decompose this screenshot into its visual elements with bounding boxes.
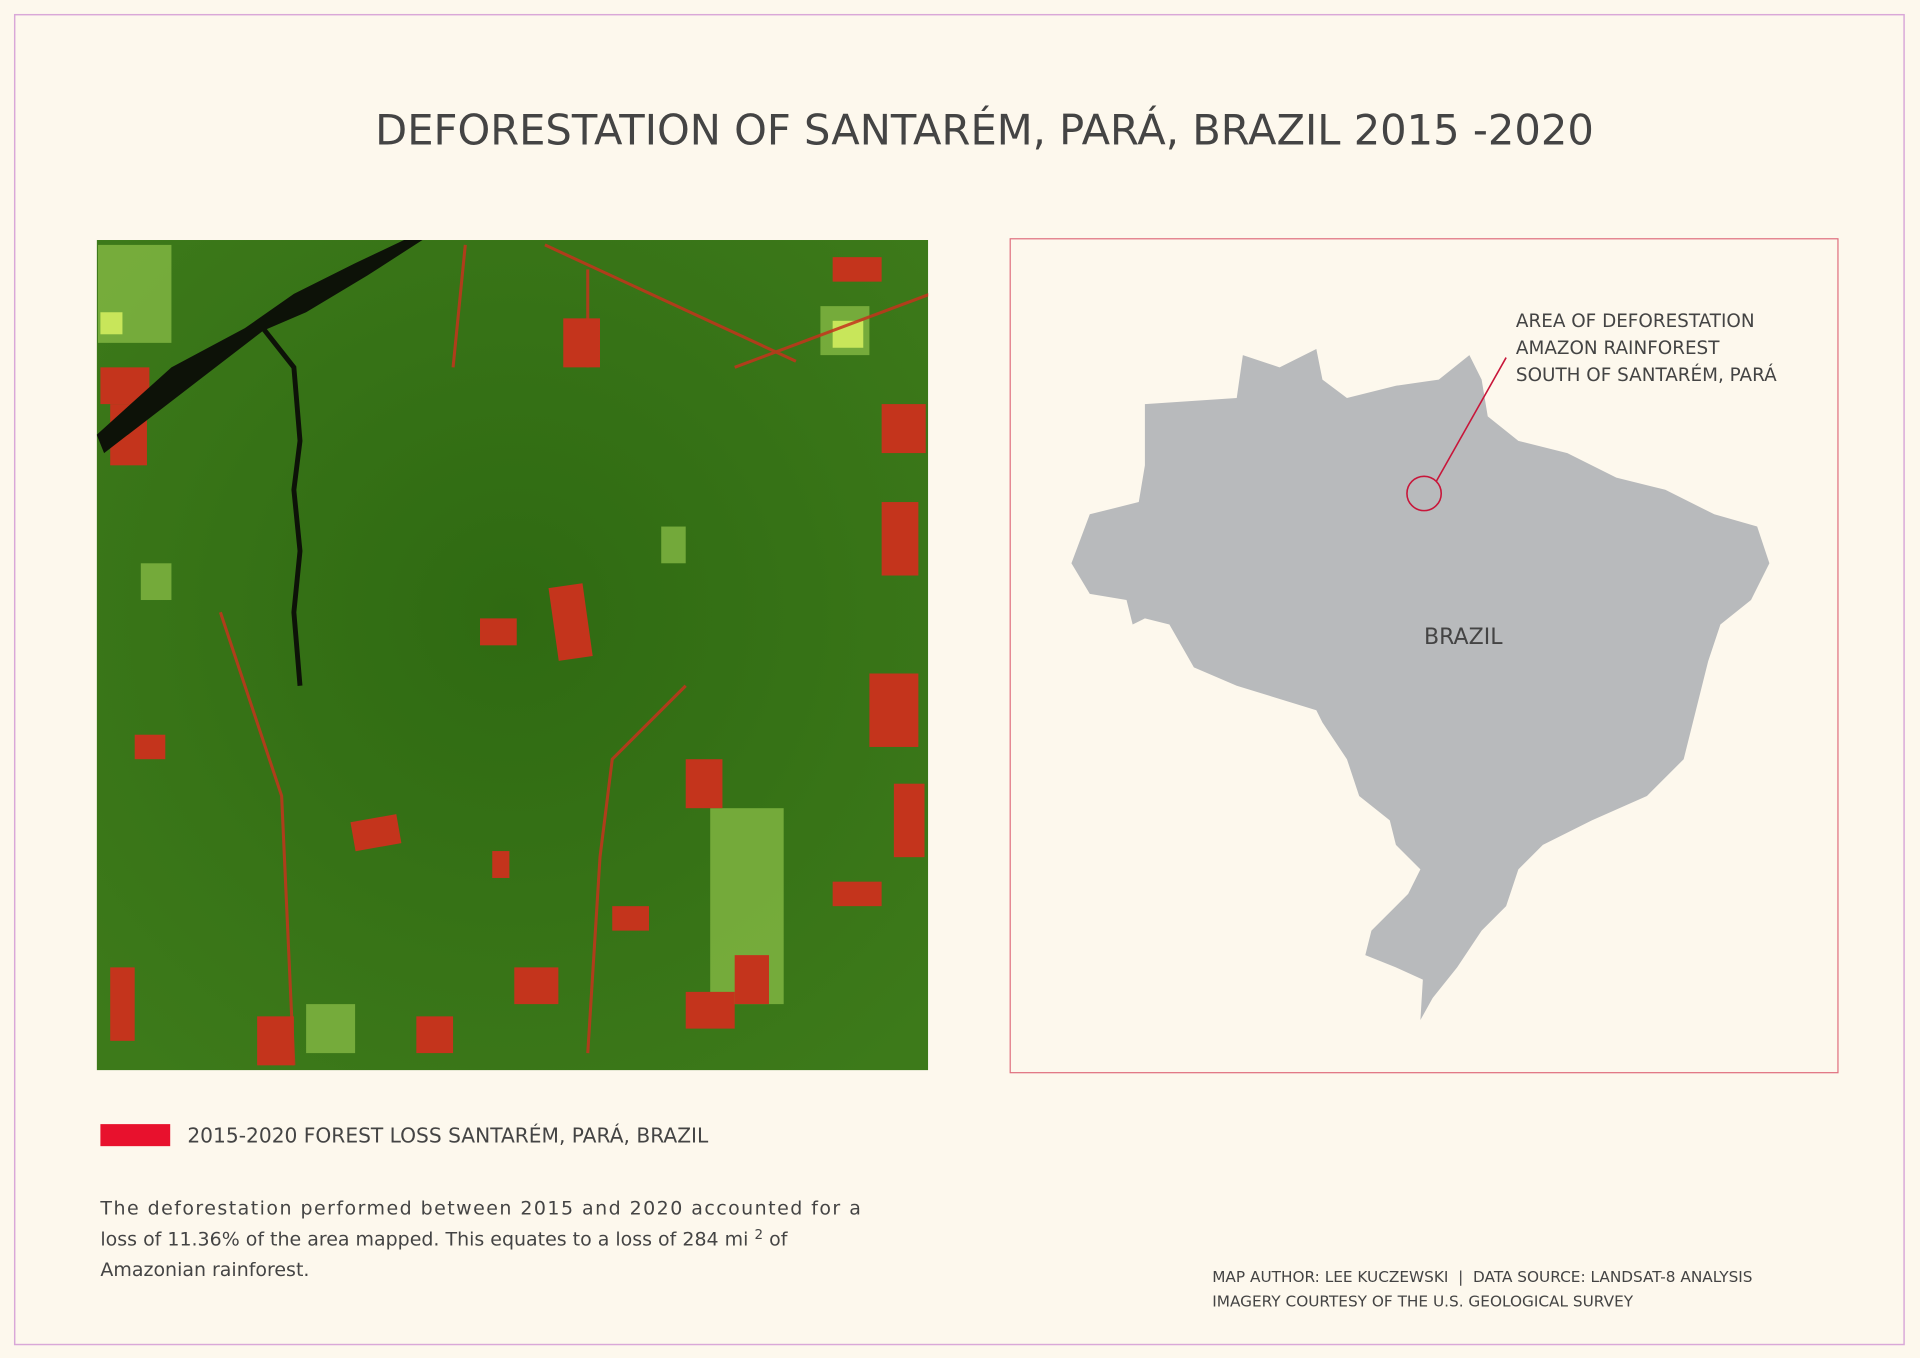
credits: IMAGERY COURTESY OF THE U.S. GEOLOGICAL … [1212, 1293, 1634, 1311]
annotation: AREA OF DEFORESTATION [1516, 311, 1755, 332]
description-text: loss of 11.36% of the area mapped. This … [100, 1228, 748, 1250]
credits: MAP AUTHOR: LEE KUCZEWSKI | DATA SOURCE:… [1212, 1268, 1752, 1286]
legend-swatch [100, 1124, 171, 1147]
brazil-shape [1071, 348, 1770, 1021]
description-text: of [769, 1228, 789, 1250]
annotation: AMAZON RAINFOREST [1516, 338, 1720, 359]
description: Amazonian rainforest. [100, 1259, 309, 1281]
country-label: BRAZIL [1424, 625, 1503, 650]
title: DEFORESTATION OF SANTARÉM, PARÁ, BRAZIL … [375, 105, 1594, 154]
location-marker [1406, 475, 1443, 512]
satellite-image [96, 240, 929, 1071]
description: The deforestation performed between 2015… [99, 1198, 860, 1220]
leader-line [1435, 357, 1507, 482]
superscript: 2 [754, 1228, 763, 1243]
legend-label: 2015-2020 FOREST LOSS SANTARÉM, PARÁ, BR… [187, 1123, 709, 1147]
description: loss of 11.36% of the area mapped. This … [100, 1228, 788, 1250]
outer-border [13, 13, 1905, 1346]
annotation: SOUTH OF SANTARÉM, PARÁ [1516, 364, 1777, 386]
inset-frame [1009, 238, 1839, 1074]
